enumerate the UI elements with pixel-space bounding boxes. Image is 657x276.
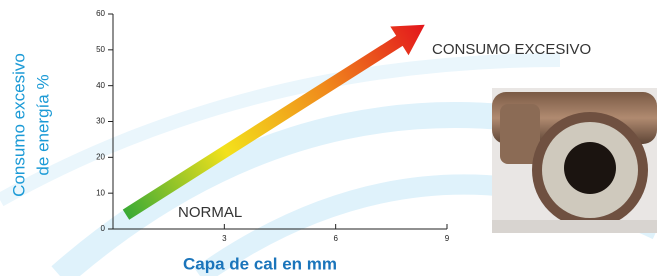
y-tick-label: 30 — [96, 117, 105, 126]
y-tick-label: 20 — [96, 152, 105, 161]
y-tick-label: 0 — [101, 224, 106, 233]
x-tick-label: 6 — [333, 234, 338, 243]
x-label: Capa de cal en mm — [183, 254, 337, 273]
y-tick-label: 50 — [96, 45, 105, 54]
y-tick-label: 40 — [96, 81, 105, 90]
y-label-line-1: Consumo excesivo — [9, 53, 28, 197]
x-tick-label: 9 — [445, 234, 450, 243]
x-tick-label: 3 — [222, 234, 227, 243]
annotation-normal: NORMAL — [178, 204, 242, 221]
pipe-photo — [492, 88, 657, 233]
y-tick-label: 10 — [96, 188, 105, 197]
y-tick-label: 60 — [96, 9, 105, 18]
page: {"chart_data": {"type": "line", "ylabel"… — [0, 0, 657, 276]
y-label-line-2: de energía % — [33, 74, 52, 175]
annotation-excessive: CONSUMO EXCESIVO — [432, 41, 591, 58]
chart: Consumo excesivo de energía % Capa de ca… — [0, 0, 657, 276]
